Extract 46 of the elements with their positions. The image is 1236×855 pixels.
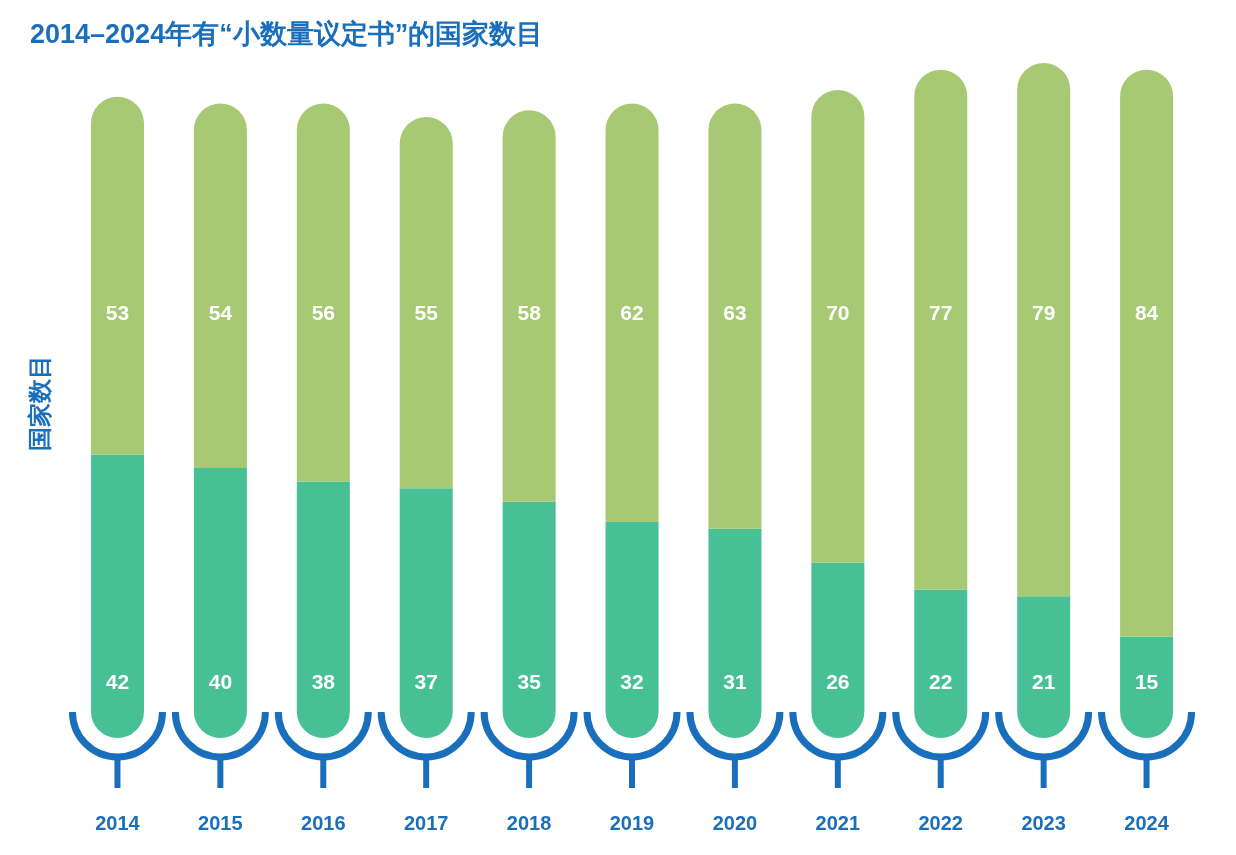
data-label: 21 [1032,669,1056,693]
bar [605,103,659,522]
data-label: 62 [620,300,644,324]
data-label: 32 [620,669,644,693]
data-label: 37 [414,669,438,693]
data-label: 35 [517,669,542,693]
bar [296,103,350,482]
x-tick-label: 2017 [403,812,449,834]
x-tick-label: 2020 [712,812,758,834]
data-label: 42 [105,669,130,693]
x-tick-label: 2016 [301,812,346,834]
bar [91,96,144,455]
data-label: 40 [208,669,233,693]
x-tick-label: 2022 [918,812,963,834]
x-tick-label: 2018 [506,812,552,834]
x-tick-label: 2023 [1021,812,1066,834]
bar [502,110,556,502]
data-label: 63 [723,300,747,324]
data-label: 38 [311,669,336,693]
data-label: 22 [929,669,953,693]
data-label: 56 [311,300,335,324]
data-label: 84 [1134,300,1159,324]
bar [708,103,762,529]
bar [1017,63,1071,597]
chart-title: 2014–2024年有“小数量议定书”的国家数目 [30,18,544,51]
data-label: 53 [105,300,130,324]
x-tick-label: 2021 [815,812,861,834]
data-label: 31 [723,669,747,693]
data-label: 58 [517,300,542,324]
x-tick-label: 2024 [1124,812,1170,834]
x-tick-label: 2019 [609,812,655,834]
bar [399,117,453,489]
data-label: 55 [414,300,439,324]
bar [193,103,247,468]
data-label: 15 [1134,669,1159,693]
data-label: 77 [929,300,953,324]
data-label: 54 [208,300,233,324]
bar [811,90,865,563]
data-label: 79 [1032,300,1056,324]
x-tick-label: 2014 [95,812,141,834]
data-label: 70 [826,300,850,324]
y-axis-title: 国家数目 [25,355,54,451]
bar [914,69,968,590]
x-tick-label: 2015 [198,812,243,834]
data-label: 26 [826,669,850,693]
bar [1120,69,1174,637]
